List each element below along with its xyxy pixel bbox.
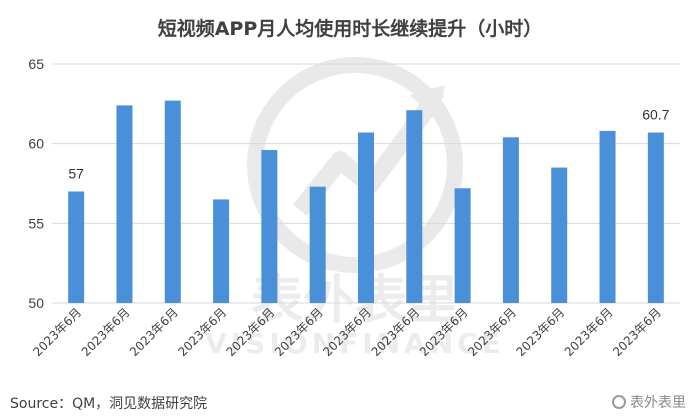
bar — [261, 150, 278, 303]
x-tick-label: 2023年6月 — [562, 305, 616, 359]
bar — [599, 130, 616, 303]
bar — [358, 132, 374, 303]
data-label: 57 — [68, 165, 84, 181]
bar — [164, 100, 181, 303]
watermark-logo — [247, 57, 463, 273]
watermark-cn: 表外表里 — [251, 271, 459, 331]
watermark-bottom: 表外表里 — [612, 392, 686, 412]
bar — [116, 105, 133, 303]
x-tick-label: 2023年6月 — [30, 305, 84, 359]
bar — [309, 186, 326, 303]
watermark-icon — [612, 395, 626, 409]
x-tick-label: 2023年6月 — [610, 305, 664, 359]
bar — [454, 188, 471, 303]
y-tick-label: 55 — [28, 215, 44, 231]
data-label: 60.7 — [642, 107, 669, 123]
bar — [647, 132, 664, 303]
bar — [406, 110, 423, 303]
x-tick-label: 2023年6月 — [127, 305, 181, 359]
source-note: Source：QM，洞见数据研究院 — [10, 396, 208, 412]
bar — [213, 199, 230, 303]
watermark-bottom-text: 表外表里 — [630, 395, 686, 411]
chart-title: 短视频APP月人均使用时长继续提升（小时） — [158, 17, 543, 40]
bar — [551, 167, 568, 303]
x-tick-label: 2023年6月 — [513, 305, 567, 359]
bar — [502, 137, 519, 303]
watermark-en: VISIONFINANCE — [205, 327, 505, 360]
y-tick-label: 60 — [28, 136, 44, 152]
x-tick-label: 2023年6月 — [79, 305, 133, 359]
bar-chart: 短视频APP月人均使用时长继续提升（小时） 表外表里 VISIONFINANCE… — [28, 17, 680, 360]
bar — [68, 191, 85, 303]
y-tick-label: 65 — [28, 56, 44, 72]
y-tick-label: 50 — [28, 295, 44, 311]
